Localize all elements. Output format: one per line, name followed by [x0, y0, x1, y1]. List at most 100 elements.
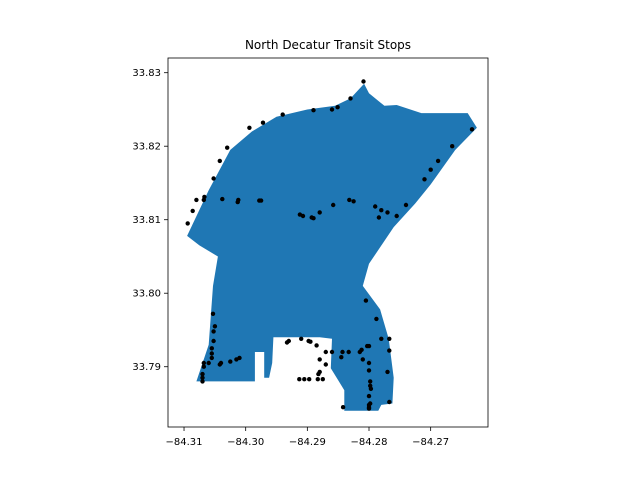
transit-stop: [368, 379, 373, 384]
transit-stop: [428, 167, 433, 172]
y-tick-label: 33.80: [132, 289, 161, 300]
transit-stop: [280, 112, 285, 117]
transit-stop: [260, 120, 266, 125]
y-axis: 33.79 33.80 33.81 33.82 33.83: [132, 68, 168, 373]
transit-stop: [300, 213, 306, 219]
transit-stop: [311, 216, 316, 221]
transit-stop: [373, 204, 378, 209]
transit-stop: [376, 215, 382, 220]
transit-stop: [307, 377, 312, 382]
x-axis: −84.31 −84.30 −84.29 −84.28 −84.27: [166, 427, 449, 448]
transit-stop: [200, 375, 205, 380]
stops-layer: [185, 79, 475, 411]
transit-stop: [329, 349, 335, 355]
transit-stop: [211, 338, 216, 344]
transit-stop: [225, 145, 230, 150]
transit-stop: [200, 371, 205, 377]
transit-stop: [348, 96, 353, 101]
transit-stop: [469, 127, 475, 132]
y-tick-label: 33.83: [132, 68, 161, 79]
transit-stop: [206, 360, 211, 366]
transit-stop: [302, 377, 307, 382]
transit-stop: [306, 338, 311, 344]
transit-stop: [235, 199, 240, 205]
x-tick-label: −84.30: [227, 437, 264, 448]
transit-stop: [363, 298, 369, 303]
transit-stop: [212, 324, 218, 329]
transit-stop: [220, 196, 225, 202]
transit-stop: [339, 355, 344, 360]
transit-stop: [247, 125, 252, 130]
transit-stop: [374, 316, 379, 322]
transit-stop: [284, 340, 290, 345]
transit-stop: [201, 197, 206, 203]
transit-stop: [360, 357, 365, 362]
transit-stop: [340, 349, 345, 355]
transit-stop: [379, 208, 384, 213]
x-tick-label: −84.27: [412, 437, 449, 448]
transit-stop: [185, 221, 190, 226]
transit-stop: [190, 208, 195, 214]
transit-stop: [258, 198, 264, 203]
transit-stop: [366, 343, 372, 349]
transit-stop: [317, 357, 322, 362]
plot-frame: [167, 57, 489, 428]
transit-stop: [366, 393, 372, 399]
transit-stop: [297, 377, 302, 382]
transit-stop: [228, 359, 233, 364]
transit-stop: [357, 349, 362, 355]
transit-stop: [209, 351, 214, 356]
region-layer: [187, 83, 477, 411]
transit-stop: [194, 197, 199, 203]
transit-stop: [323, 362, 328, 367]
transit-stop: [387, 399, 392, 405]
transit-stop: [366, 368, 372, 373]
chart-title: North Decatur Transit Stops: [245, 38, 411, 52]
transit-stop: [435, 158, 441, 164]
transit-stop: [210, 311, 216, 316]
transit-stop: [331, 202, 336, 208]
transit-stop: [335, 105, 340, 110]
transit-stop: [385, 210, 390, 215]
transit-stop: [323, 349, 328, 355]
y-tick-label: 33.81: [132, 215, 161, 226]
transit-stop: [366, 406, 372, 411]
x-tick-label: −84.31: [166, 437, 203, 448]
transit-stop: [209, 355, 214, 361]
transit-stop: [201, 364, 206, 369]
x-tick-label: −84.29: [289, 437, 326, 448]
transit-stop: [200, 379, 205, 384]
transit-stop: [317, 210, 322, 215]
transit-stop: [209, 346, 214, 351]
transit-stop: [218, 360, 224, 366]
transit-stop: [347, 197, 352, 203]
transit-stop: [201, 360, 206, 366]
transit-stop: [211, 329, 216, 334]
transit-stop: [346, 349, 351, 355]
transit-stop: [320, 377, 325, 382]
transit-stop: [385, 369, 390, 375]
transit-stop: [311, 108, 316, 113]
transit-stop: [314, 343, 319, 348]
transit-stop: [316, 371, 321, 377]
y-tick-label: 33.79: [132, 362, 161, 373]
transit-stop: [211, 176, 216, 181]
transit-stop: [361, 79, 366, 84]
transit-stop: [315, 377, 320, 382]
transit-stop: [387, 348, 392, 353]
transit-stop: [329, 107, 335, 112]
transit-stop: [237, 355, 242, 361]
transit-stop: [403, 202, 409, 208]
transit-stop: [394, 213, 399, 219]
transit-stop: [351, 199, 356, 204]
transit-stop: [387, 336, 392, 341]
transit-stop: [299, 336, 304, 341]
y-tick-label: 33.82: [132, 142, 161, 153]
transit-stop: [379, 336, 384, 341]
x-tick-label: −84.28: [350, 437, 387, 448]
transit-stop: [366, 360, 372, 366]
transit-stop: [368, 386, 374, 391]
north-decatur-boundary: [187, 83, 477, 411]
transit-stop: [422, 177, 427, 182]
